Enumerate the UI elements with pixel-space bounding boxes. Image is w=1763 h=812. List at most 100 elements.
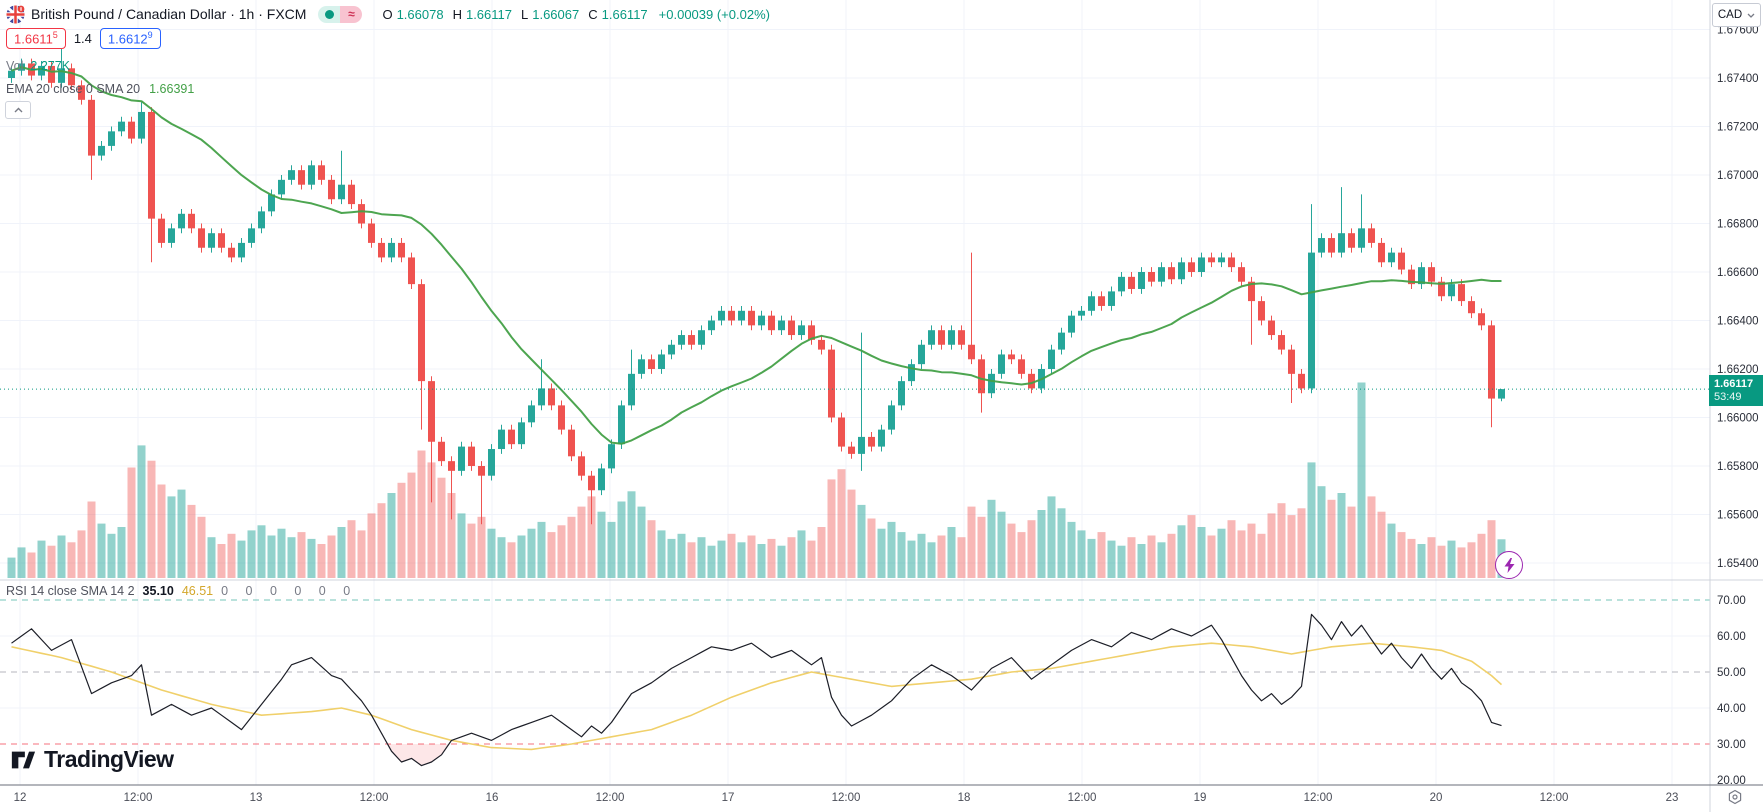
volume-bar xyxy=(277,528,286,578)
volume-bar xyxy=(157,484,166,578)
volume-bar xyxy=(257,525,266,578)
candle-body xyxy=(1168,267,1175,280)
candle-body xyxy=(828,349,835,418)
candle-body xyxy=(68,68,75,86)
candle-body xyxy=(1478,313,1485,326)
candle-body xyxy=(1258,301,1265,321)
rsi-indicator-label[interactable]: RSI 14 close SMA 14 2 xyxy=(6,584,135,598)
ask-button[interactable]: 1.66129 xyxy=(99,28,161,50)
candle-body xyxy=(1348,233,1355,248)
volume-bar xyxy=(707,545,716,578)
volume-bar xyxy=(317,544,326,578)
candle-body xyxy=(1418,267,1425,285)
volume-bar xyxy=(1097,532,1106,578)
candle-body xyxy=(1228,257,1235,268)
volume-bar xyxy=(577,506,586,578)
candle-body xyxy=(758,315,765,326)
instant-trade-button[interactable] xyxy=(1495,551,1523,579)
last-price-badge[interactable]: 1.66117 53:49 xyxy=(1709,375,1763,406)
volume-bar xyxy=(837,469,846,578)
candle-body xyxy=(378,242,385,258)
price-tick-label: 1.67000 xyxy=(1717,170,1759,182)
volume-bar xyxy=(1437,545,1446,578)
volume-bar xyxy=(387,493,396,578)
open-value: 1.66078 xyxy=(396,6,444,22)
candle-body xyxy=(1448,284,1455,297)
volume-bar xyxy=(587,496,596,578)
candle-body xyxy=(58,68,65,83)
close-label: C xyxy=(588,6,598,22)
rsi-tick-label: 20.00 xyxy=(1717,775,1746,787)
volume-bar xyxy=(1367,496,1376,578)
currency-selector-button[interactable]: CAD xyxy=(1712,3,1761,27)
volume-legend: Vol 2.277K xyxy=(6,59,70,73)
candle-body xyxy=(1148,272,1155,282)
candle-body xyxy=(1268,320,1275,336)
volume-bar xyxy=(237,540,246,578)
candle-body xyxy=(48,65,55,83)
last-price-value: 1.66117 xyxy=(1714,378,1754,390)
candle-body xyxy=(1248,281,1255,302)
bar-countdown: 53:49 xyxy=(1714,391,1742,403)
candle-body xyxy=(518,422,525,445)
candle-body xyxy=(928,330,935,345)
candle-body xyxy=(1438,281,1445,297)
candle-body xyxy=(968,344,975,360)
volume-bar xyxy=(407,472,416,578)
candle-body xyxy=(638,359,645,374)
candle-body xyxy=(488,449,495,476)
volume-bar xyxy=(177,489,186,578)
candle-body xyxy=(1388,252,1395,263)
candle-body xyxy=(1378,242,1385,263)
volume-bar xyxy=(47,545,56,578)
candle-body xyxy=(738,310,745,321)
price-tick-label: 1.66400 xyxy=(1717,316,1759,328)
volume-bar xyxy=(1167,533,1176,578)
candle-body xyxy=(598,468,605,491)
volume-bar xyxy=(867,518,876,578)
candle-body xyxy=(818,339,825,350)
price-tick-label: 1.67400 xyxy=(1717,73,1759,85)
volume-bar xyxy=(597,511,606,578)
chevron-down-icon xyxy=(1747,13,1755,18)
volume-bar xyxy=(337,527,346,578)
time-tick-label: 18 xyxy=(958,792,971,804)
volume-bar xyxy=(17,547,26,578)
volume-bar xyxy=(1137,544,1146,578)
volume-bar xyxy=(1187,515,1196,578)
volume-bar xyxy=(767,538,776,578)
approx-price-icon[interactable]: ≈ xyxy=(340,5,363,23)
volume-bar xyxy=(307,538,316,578)
tradingview-wordmark: TradingView xyxy=(44,746,174,772)
symbol-title[interactable]: British Pound / Canadian Dollar · 1h · F… xyxy=(31,6,307,22)
volume-bar xyxy=(197,516,206,578)
data-status-dot-icon[interactable] xyxy=(324,9,334,19)
candle-body xyxy=(728,310,735,321)
volume-bar xyxy=(1447,540,1456,578)
candle-body xyxy=(528,405,535,423)
volume-bar xyxy=(1047,496,1056,578)
candle-body xyxy=(718,310,725,321)
bid-button[interactable]: 1.66115 xyxy=(6,28,66,50)
candle-body xyxy=(318,165,325,180)
tradingview-logo[interactable]: TradingView xyxy=(10,746,174,773)
volume-bar xyxy=(627,491,636,578)
candle-body xyxy=(1488,325,1495,399)
rsi-tick-label: 40.00 xyxy=(1717,703,1746,715)
bid-ask-row: 1.66115 1.4 1.66129 xyxy=(6,28,161,50)
candle-body xyxy=(878,429,885,447)
candle-body xyxy=(278,179,285,195)
ma-indicator-label[interactable]: EMA 20 close 0 SMA 20 xyxy=(6,82,141,96)
volume-bar xyxy=(787,537,796,578)
volume-bar xyxy=(1197,527,1206,578)
volume-bar xyxy=(1207,535,1216,578)
collapse-legend-button[interactable] xyxy=(5,101,31,119)
candle-body xyxy=(458,446,465,471)
gear-icon xyxy=(1728,789,1742,805)
candle-body xyxy=(388,242,395,258)
volume-bar xyxy=(987,499,996,578)
candle-body xyxy=(628,373,635,406)
time-axis-settings-button[interactable] xyxy=(1727,789,1743,805)
volume-bar xyxy=(1467,542,1476,578)
